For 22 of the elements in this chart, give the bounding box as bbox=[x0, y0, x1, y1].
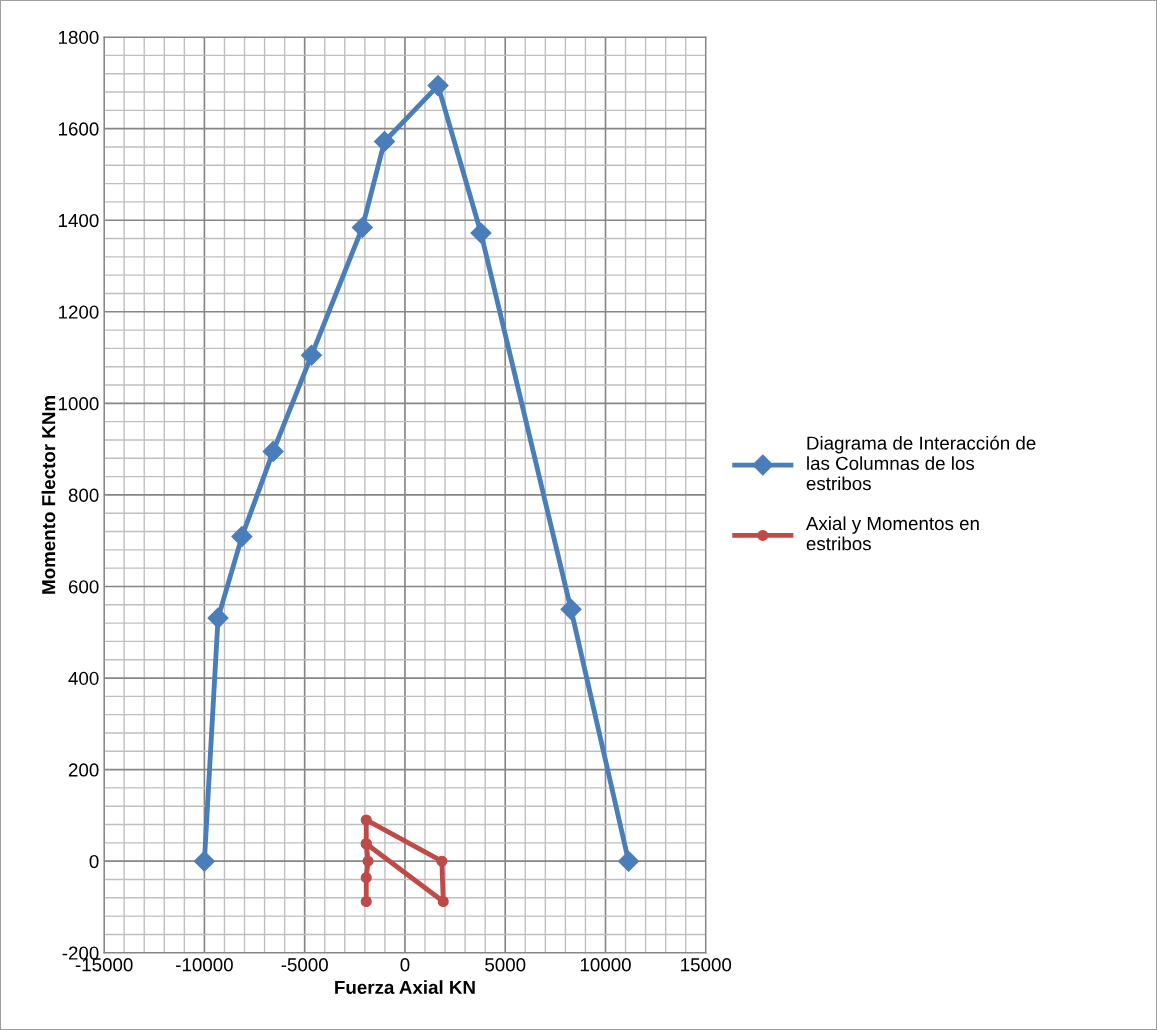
y-tick-label: 1400 bbox=[58, 213, 99, 228]
y-tick-label: 1000 bbox=[58, 397, 99, 411]
y-tick-label: 200 bbox=[68, 763, 99, 777]
x-tick-label: -15000 bbox=[75, 958, 133, 972]
y-tick-label: 400 bbox=[68, 671, 99, 686]
x-tick-label: -5000 bbox=[281, 958, 328, 972]
y-tick-label: 1600 bbox=[58, 122, 99, 136]
y-tick-label: 600 bbox=[68, 580, 99, 594]
x-tick-label: -10000 bbox=[176, 958, 233, 972]
x-tick-label: 5000 bbox=[485, 958, 526, 972]
y-tick-label: 1800 bbox=[58, 30, 99, 45]
y-tick-label: 1200 bbox=[58, 305, 99, 319]
x-tick-label: 10000 bbox=[580, 958, 631, 972]
legend-label: Diagrama de Interacción de las Columnas de los estribos bbox=[806, 435, 1036, 491]
x-axis-title: Fuerza Axial KN bbox=[335, 980, 475, 994]
y-tick-label: 800 bbox=[68, 488, 99, 502]
x-tick-label: 15000 bbox=[681, 958, 732, 972]
y-axis-title: Momento Flector KNm bbox=[41, 396, 56, 594]
y-tick-label: -200 bbox=[62, 946, 99, 960]
legend-label: Axial y Momentos en estribos bbox=[805, 516, 979, 551]
x-tick-label: 0 bbox=[400, 958, 410, 972]
y-tick-label: 0 bbox=[89, 854, 99, 869]
